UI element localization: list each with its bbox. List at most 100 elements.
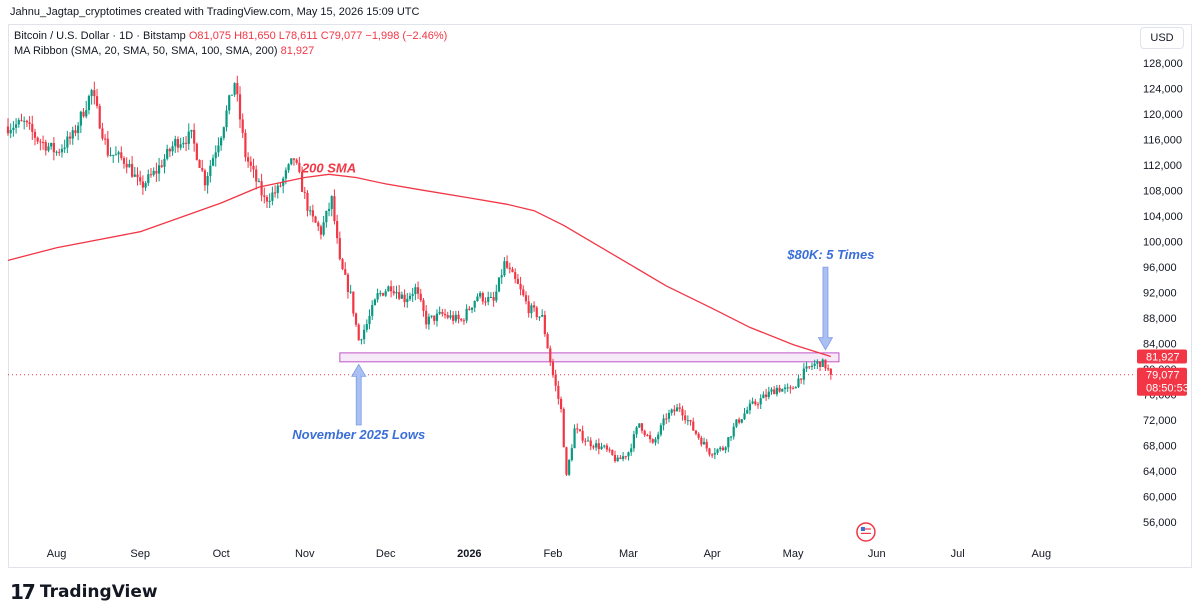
candle-body [109, 155, 112, 157]
candle-body [541, 314, 544, 317]
candle-body [487, 297, 490, 302]
candle-body [155, 170, 158, 174]
candle-body [824, 359, 827, 369]
candle-body [522, 289, 525, 296]
candle-body [276, 185, 279, 193]
candle-body [492, 296, 495, 301]
x-tick-label: Apr [704, 548, 721, 560]
candle-body [6, 126, 10, 134]
x-tick-label: Jun [868, 548, 886, 560]
economic-event-icon [856, 522, 876, 542]
x-tick-label: 2026 [457, 548, 481, 560]
candle-body [160, 165, 163, 167]
candle-body [622, 456, 625, 460]
x-tick-label: Nov [295, 548, 315, 560]
candle-body [365, 324, 368, 330]
candle-body [376, 293, 379, 300]
y-tick-label: 92,000 [1143, 287, 1177, 299]
candle-body [363, 329, 366, 340]
chart-legend: Bitcoin / U.S. Dollar · 1D · Bitstamp O8… [14, 29, 447, 59]
candle-body [497, 277, 501, 292]
y-tick-label: 116,000 [1143, 134, 1182, 146]
annotation-arrow [817, 266, 834, 351]
candle-body [557, 385, 560, 399]
candle-body [454, 314, 457, 321]
candle-body [371, 305, 374, 316]
candle-body [74, 130, 77, 134]
candle-body [284, 170, 287, 179]
candle-body [689, 420, 692, 422]
candle-body [117, 152, 120, 155]
candle-body [416, 287, 420, 294]
candle-body [559, 398, 563, 410]
candle-body [55, 151, 58, 153]
candle-body [209, 165, 212, 177]
y-tick-label: 96,000 [1143, 262, 1177, 274]
candle-body [756, 404, 760, 406]
candle-body [174, 139, 177, 147]
candle-body [168, 148, 171, 152]
candle-body [93, 90, 96, 97]
candle-body [427, 316, 430, 325]
candle-body [333, 196, 336, 222]
candle-body [721, 447, 725, 451]
candle-body [379, 293, 382, 295]
candle-body [187, 131, 190, 144]
candle-body [613, 454, 617, 462]
candle-body [586, 440, 590, 442]
candle-body [546, 334, 549, 349]
y-tick-label: 104,000 [1143, 211, 1183, 223]
candle-body [719, 447, 722, 450]
candle-body [470, 307, 474, 310]
y-tick-label: 72,000 [1143, 415, 1177, 427]
symbol-line: Bitcoin / U.S. Dollar · 1D · Bitstamp O8… [14, 29, 447, 44]
candle-body [12, 127, 15, 130]
candle-body [762, 394, 765, 399]
candle-body [120, 152, 123, 159]
candle-body [805, 366, 808, 369]
annotation-label: November 2025 Lows [292, 427, 425, 442]
candle-body [389, 286, 393, 292]
candle-body [446, 315, 449, 318]
candle-body [20, 120, 23, 122]
candle-body [406, 298, 409, 303]
candle-body [133, 174, 136, 177]
candle-body [500, 275, 503, 278]
candle-body [325, 210, 328, 223]
candle-body [554, 375, 557, 386]
ohlc-values: O81,075 H81,650 L78,611 C79,077 −1,998 (… [188, 30, 448, 42]
flag-canton [860, 527, 865, 531]
candle-body [818, 361, 822, 367]
candle-body [708, 448, 711, 455]
candle-body [441, 311, 444, 314]
candle-body [346, 274, 350, 293]
candle-body [700, 437, 703, 445]
candle-body [392, 291, 395, 294]
candle-body [149, 174, 153, 176]
currency-button[interactable]: USD [1140, 27, 1184, 49]
symbol-title[interactable]: Bitcoin / U.S. Dollar · 1D · Bitstamp [14, 30, 186, 42]
candle-body [773, 389, 776, 395]
candle-body [810, 365, 814, 367]
candle-body [562, 409, 565, 448]
candle-body [179, 144, 182, 148]
candle-body [589, 440, 592, 447]
candle-body [735, 419, 738, 427]
candles [6, 75, 832, 477]
candle-body [87, 95, 91, 111]
candle-body [317, 222, 320, 227]
x-tick-label: Aug [47, 548, 67, 560]
candle-body [802, 368, 805, 380]
candle-body [125, 163, 128, 168]
candle-body [71, 130, 74, 139]
candle-body [147, 174, 150, 184]
candle-body [238, 94, 242, 120]
candle-body [479, 292, 482, 297]
indicator-name[interactable]: MA Ribbon (SMA, 20, SMA, 50, SMA, 100, S… [14, 45, 278, 57]
candle-body [662, 418, 665, 426]
candle-body [184, 142, 188, 144]
candle-body [381, 293, 385, 296]
candle-body [816, 361, 819, 364]
candle-body [786, 387, 789, 389]
